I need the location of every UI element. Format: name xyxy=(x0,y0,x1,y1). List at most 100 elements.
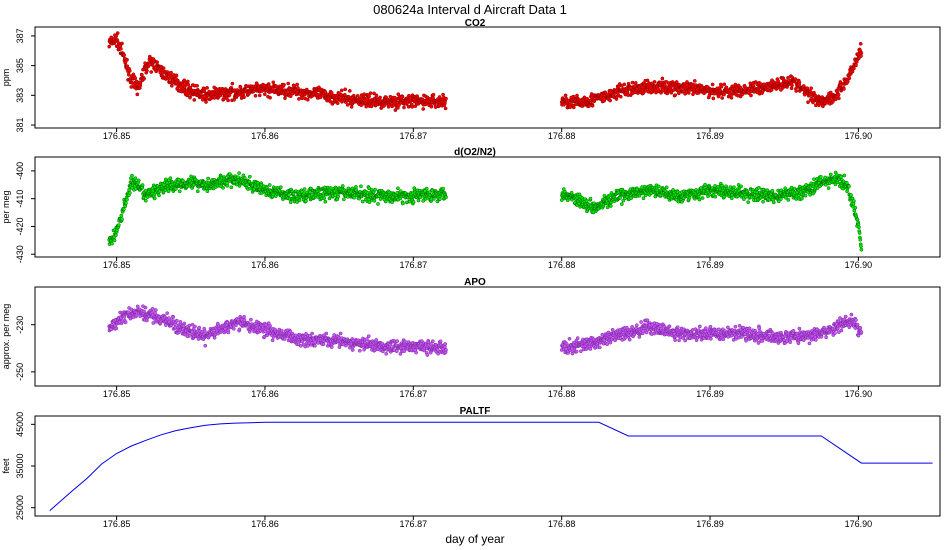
data-point xyxy=(700,196,705,200)
data-point xyxy=(859,244,863,249)
y-tick-label: -250 xyxy=(15,363,25,381)
data-point xyxy=(402,105,406,110)
data-point xyxy=(360,199,365,204)
series-points xyxy=(107,170,864,252)
data-point xyxy=(590,103,595,108)
data-point xyxy=(321,342,326,347)
data-point xyxy=(633,81,638,85)
plot-frame xyxy=(34,156,941,258)
data-point xyxy=(283,96,287,101)
data-point xyxy=(142,309,146,314)
data-point xyxy=(592,99,597,103)
data-point xyxy=(656,184,661,189)
x-tick-label: 176.87 xyxy=(400,389,428,399)
data-point xyxy=(414,350,418,355)
data-point xyxy=(852,199,856,203)
data-point xyxy=(238,85,243,89)
data-point xyxy=(135,92,140,97)
data-point xyxy=(797,80,802,85)
data-point xyxy=(270,338,275,343)
data-point xyxy=(138,81,143,85)
data-point xyxy=(713,194,718,199)
series-points xyxy=(107,304,864,357)
data-point xyxy=(395,339,400,343)
data-point xyxy=(226,98,230,103)
data-point xyxy=(561,102,566,107)
data-point xyxy=(421,107,426,111)
data-point xyxy=(739,184,743,189)
data-point xyxy=(634,323,639,328)
data-point xyxy=(192,98,197,102)
data-point xyxy=(288,94,293,99)
data-point xyxy=(575,336,580,340)
data-point xyxy=(300,96,304,101)
data-point xyxy=(193,324,197,329)
data-point xyxy=(302,187,307,191)
data-point xyxy=(398,352,403,356)
data-point xyxy=(336,194,340,199)
data-point xyxy=(279,328,284,333)
x-tick-label: 176.88 xyxy=(548,131,576,141)
data-point xyxy=(177,189,182,194)
data-point xyxy=(571,105,576,110)
data-point xyxy=(441,92,445,97)
data-point xyxy=(372,198,377,203)
data-point xyxy=(143,305,148,310)
data-point xyxy=(720,96,725,100)
data-point xyxy=(226,330,231,335)
data-point xyxy=(627,337,632,342)
y-axis-label: ppm xyxy=(1,69,11,87)
data-point xyxy=(733,82,738,87)
data-point xyxy=(401,201,405,206)
data-point xyxy=(288,200,293,205)
data-point xyxy=(622,82,627,87)
data-point xyxy=(837,96,841,101)
data-point xyxy=(847,76,852,81)
data-point xyxy=(296,86,300,90)
data-point xyxy=(803,193,808,198)
x-tick-label: 176.90 xyxy=(845,131,873,141)
data-point xyxy=(630,324,635,329)
data-point xyxy=(366,334,371,339)
data-point xyxy=(368,91,373,96)
data-point xyxy=(182,321,187,326)
data-point xyxy=(826,186,831,190)
data-point xyxy=(424,186,429,191)
data-point xyxy=(429,104,434,109)
data-point xyxy=(341,197,346,202)
data-point xyxy=(145,68,149,73)
data-point xyxy=(203,343,208,348)
data-point xyxy=(673,338,678,342)
panel-title: APO xyxy=(464,277,486,288)
data-point xyxy=(154,69,159,74)
data-point xyxy=(588,196,593,201)
data-point xyxy=(120,217,124,221)
data-point xyxy=(204,100,208,104)
data-point xyxy=(297,198,302,203)
data-point xyxy=(383,199,388,204)
x-tick-label: 176.87 xyxy=(400,260,428,270)
data-point xyxy=(805,86,810,91)
data-point xyxy=(305,97,310,102)
data-point xyxy=(212,335,217,340)
data-point xyxy=(697,197,702,202)
data-point xyxy=(339,88,344,93)
data-point xyxy=(757,185,761,190)
data-point xyxy=(664,185,669,190)
data-point xyxy=(729,196,734,201)
x-tick-label: 176.89 xyxy=(696,131,724,141)
data-point xyxy=(231,326,236,331)
data-point xyxy=(641,196,646,201)
data-point xyxy=(119,46,123,51)
data-point xyxy=(268,323,272,328)
data-point xyxy=(587,104,591,108)
data-point xyxy=(116,223,121,227)
data-point xyxy=(195,189,200,194)
data-point xyxy=(347,89,352,93)
y-tick-label: -430 xyxy=(15,245,25,263)
data-point xyxy=(195,83,199,88)
data-point xyxy=(313,343,317,348)
data-point xyxy=(242,176,247,180)
data-point xyxy=(711,96,716,101)
data-point xyxy=(114,326,119,331)
